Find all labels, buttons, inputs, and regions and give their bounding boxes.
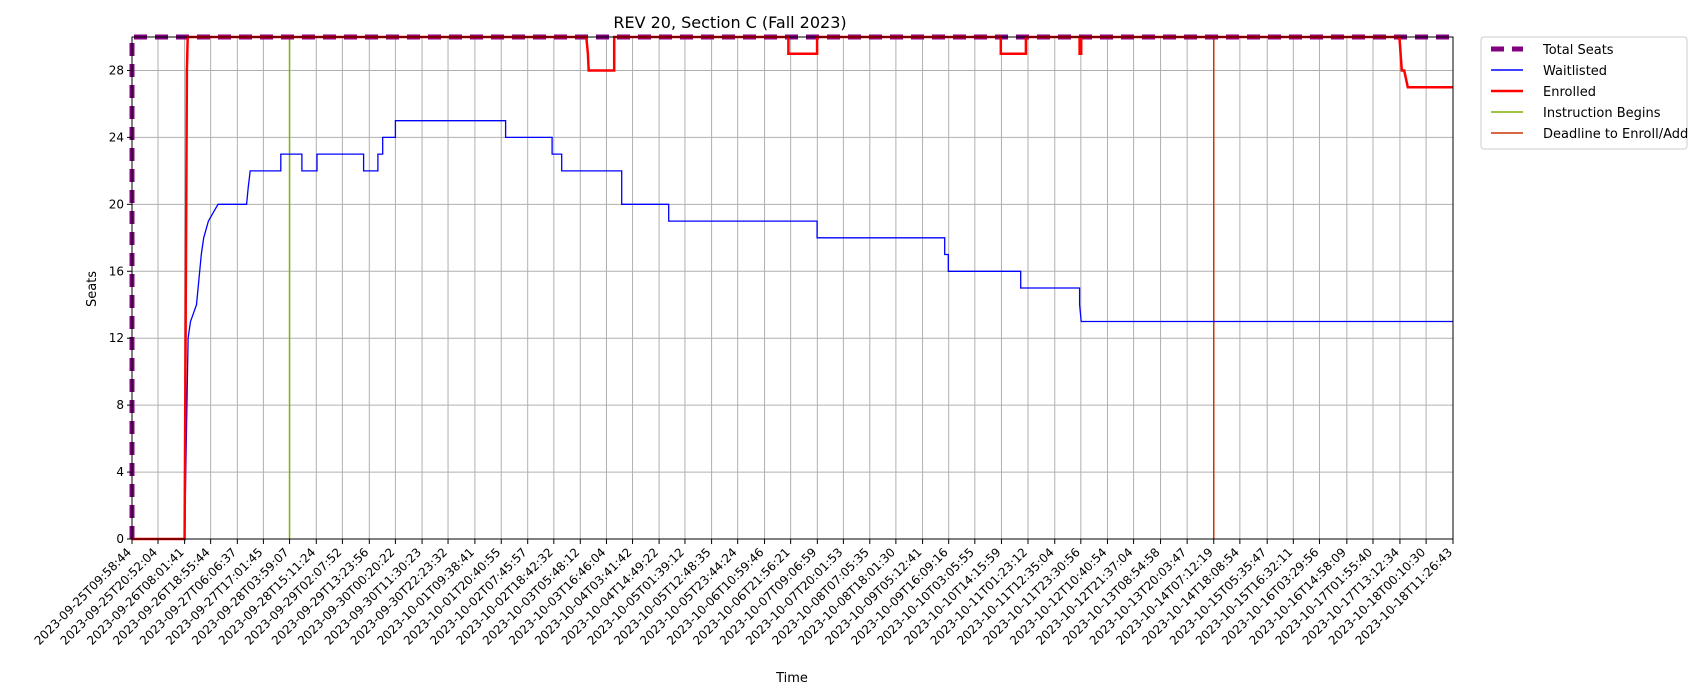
y-axis: 0 4 8 12 16 20 24 28 — [109, 63, 132, 546]
y-tick-label: 24 — [109, 130, 124, 144]
legend-label: Total Seats — [1542, 43, 1614, 58]
y-tick-label: 28 — [109, 63, 124, 77]
y-tick-label: 12 — [109, 331, 124, 345]
y-tick-label: 16 — [109, 264, 124, 278]
x-axis: 2023-09-25T09:58:442023-09-25T20:52:0420… — [32, 539, 1455, 648]
series-line — [129, 34, 1453, 539]
legend-label: Waitlisted — [1543, 64, 1607, 79]
legend-label: Instruction Begins — [1543, 106, 1661, 121]
legend-box — [1480, 36, 1688, 150]
y-axis-label: Seats — [85, 271, 100, 307]
event-lines — [288, 37, 1215, 539]
chart-title: REV 20, Section C (Fall 2023) — [613, 13, 846, 32]
legend-label: Deadline to Enroll/Add — [1543, 127, 1688, 142]
series-line — [132, 120, 1453, 540]
legend-label: Enrolled — [1543, 85, 1596, 100]
y-tick-label: 4 — [116, 465, 124, 479]
y-tick-label: 20 — [109, 197, 124, 211]
x-axis-label: Time — [775, 671, 808, 686]
grid-lines — [131, 37, 1454, 540]
legend: Total Seats Waitlisted Enrolled Instruction… — [1480, 36, 1688, 150]
plot-frame — [131, 36, 1454, 540]
y-tick-label: 8 — [116, 398, 124, 412]
series-lines — [129, 34, 1453, 541]
y-tick-label: 0 — [116, 532, 124, 546]
series-line — [132, 35, 1453, 541]
